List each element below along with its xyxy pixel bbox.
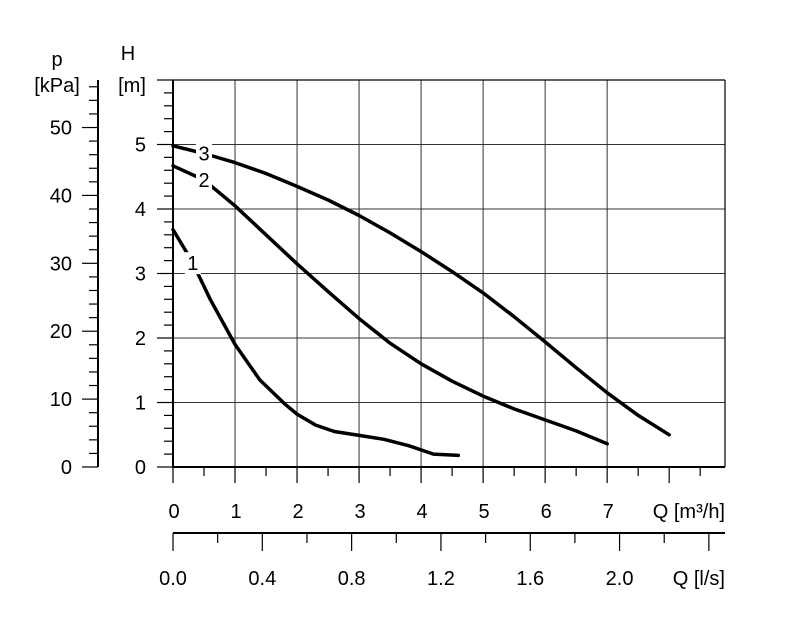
curve-label-3: 3	[198, 144, 209, 166]
flow-m3h-tick-label: 0	[168, 501, 179, 523]
head-axis-symbol: H	[121, 43, 135, 65]
flow-m3h-tick-label: 2	[292, 501, 303, 523]
pressure-tick-label: 20	[50, 321, 72, 343]
pressure-tick-label: 50	[50, 118, 72, 140]
flow-ls-axis: 0.0 0.4 0.8 1.2 1.6 2.0	[159, 532, 725, 590]
head-tick-label: 4	[135, 199, 146, 221]
pressure-tick-label: 40	[50, 185, 72, 207]
flow-ls-tick-label: 0.8	[338, 568, 366, 590]
pressure-axis-symbol: p	[51, 49, 62, 71]
flow-ls-tick-label: 1.2	[427, 568, 455, 590]
head-tick-label: 5	[135, 135, 146, 157]
flow-m3h-tick-label: 3	[355, 501, 366, 523]
flow-m3h-axis-label: Q [m³/h]	[653, 501, 725, 523]
flow-m3h-tick-label: 1	[230, 501, 241, 523]
head-tick-label: 0	[135, 457, 146, 479]
flow-m3h-tick-label: 6	[541, 501, 552, 523]
pressure-tick-label: 30	[50, 253, 72, 275]
grid-lines	[173, 80, 725, 467]
pressure-tick-label: 0	[61, 457, 72, 479]
curve-3	[171, 144, 671, 437]
flow-m3h-tick-label: 7	[603, 501, 614, 523]
flow-ls-tick-label: 2.0	[606, 568, 634, 590]
flow-ls-tick-label: 0.4	[248, 568, 276, 590]
curve-2	[171, 164, 609, 446]
curve-label-2: 2	[198, 170, 209, 192]
curve-label-background	[196, 142, 213, 165]
curve-label-1: 1	[187, 253, 198, 275]
curves: 1 2 3	[171, 142, 671, 458]
head-axis-unit: [m]	[118, 75, 146, 97]
head-axis: 0 1 2 3 4 5	[135, 79, 173, 479]
pressure-axis-unit: [kPa]	[34, 75, 80, 97]
curve-label-background	[184, 252, 201, 275]
pressure-axis: 0 10 20 30 40 50	[50, 80, 99, 479]
flow-m3h-tick-label: 4	[417, 501, 428, 523]
flow-ls-tick-label: 1.6	[516, 568, 544, 590]
flow-m3h-tick-label: 5	[479, 501, 490, 523]
curve-label-background	[196, 168, 213, 191]
head-tick-label: 2	[135, 328, 146, 350]
head-tick-label: 1	[135, 393, 146, 415]
flow-ls-tick-label: 0.0	[159, 568, 187, 590]
head-tick-label: 3	[135, 264, 146, 286]
curve-1	[171, 227, 461, 458]
flow-m3h-axis: 0 1 2 3 4 5 6 7	[168, 467, 701, 523]
flow-ls-axis-label: Q [l/s]	[673, 568, 725, 590]
pressure-tick-label: 10	[50, 389, 72, 411]
